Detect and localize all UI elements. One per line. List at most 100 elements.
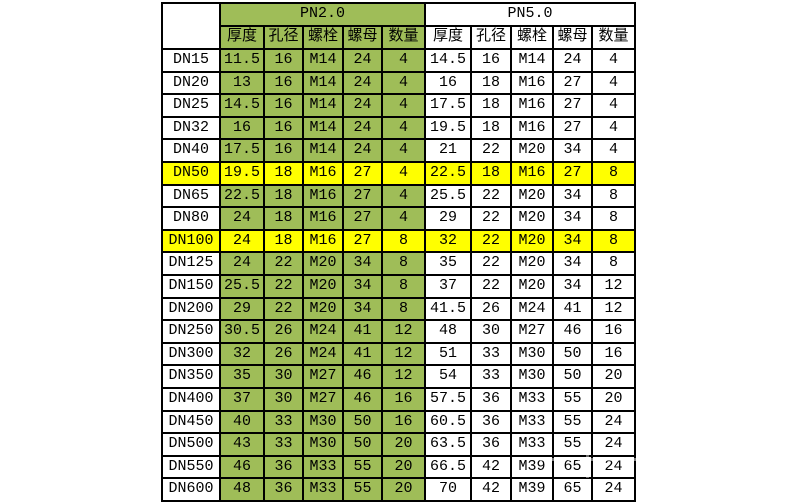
- table-cell: 16: [591, 341, 636, 367]
- table-cell: M14: [302, 115, 344, 141]
- table-cell: 8: [591, 228, 636, 254]
- table-row: DN200 29 22 M20 34 8 41.5 26 M24 41 12: [161, 296, 636, 322]
- col-header-qty-pn5: 数量: [591, 25, 636, 50]
- table-cell: 4: [591, 48, 636, 73]
- table-row: DN350 35 30 M27 46 12 54 33 M30 50 20: [161, 364, 636, 389]
- table-cell: M39: [510, 477, 554, 502]
- table-cell: 24: [342, 70, 383, 96]
- table-cell: 27: [342, 160, 383, 186]
- table-cell: 19.5: [424, 115, 472, 141]
- table-cell: 46: [552, 319, 593, 344]
- table-cell: M16: [510, 70, 554, 96]
- table-cell: M27: [302, 386, 344, 412]
- table-cell: 14.5: [219, 93, 265, 118]
- table-cell: 25.5: [219, 273, 265, 299]
- table-cell: 55: [552, 409, 593, 435]
- table-cell: 20: [591, 386, 636, 412]
- table-cell: 43: [219, 432, 265, 457]
- table-cell: 55: [552, 432, 593, 457]
- table-cell: 27: [342, 228, 383, 254]
- table-cell: 8: [591, 251, 636, 276]
- table-cell: 22: [470, 273, 512, 299]
- table-cell: 36: [470, 432, 512, 457]
- group-header-row: PN2.0 PN5.0: [161, 2, 636, 50]
- table-cell: 18: [263, 183, 304, 209]
- table-cell: 17.5: [219, 138, 265, 163]
- table-cell: 16: [263, 138, 304, 163]
- table-cell: 22.5: [424, 160, 472, 186]
- table-cell: 50: [552, 341, 593, 367]
- table-row: DN450 40 33 M30 50 16 60.5 36 M33 55 24: [161, 409, 636, 435]
- table-cell: M20: [510, 273, 554, 299]
- table-cell: 34: [552, 228, 593, 254]
- table-row: DN550 46 36 M33 55 20 66.5 42 M39 65 24: [161, 454, 636, 480]
- table-cell: 4: [381, 70, 426, 96]
- table-row: DN40 17.5 16 M14 24 4 21 22 M20 34 4: [161, 138, 636, 163]
- table-cell: 46: [219, 454, 265, 480]
- col-header-hole-pn2: 孔径: [263, 25, 304, 50]
- table-cell: 20: [381, 454, 426, 480]
- table-cell: M16: [302, 206, 344, 231]
- table-cell: M16: [302, 160, 344, 186]
- table-row: DN250 30.5 26 M24 41 12 48 30 M27 46 16: [161, 319, 636, 344]
- table-cell: 60.5: [424, 409, 472, 435]
- row-label: DN150: [161, 273, 221, 299]
- table-cell: M27: [510, 319, 554, 344]
- table-cell: M24: [510, 296, 554, 322]
- table-row: DN25 14.5 16 M14 24 4 17.5 18 M16 27 4: [161, 93, 636, 118]
- table-cell: 41: [342, 341, 383, 367]
- table-cell: 16: [263, 93, 304, 118]
- table-cell: 37: [219, 386, 265, 412]
- table-cell: 20: [381, 432, 426, 457]
- table-cell: 54: [424, 364, 472, 389]
- table-cell: 24: [591, 432, 636, 457]
- table-cell: 27: [552, 115, 593, 141]
- table-cell: 25.5: [424, 183, 472, 209]
- table-cell: 42: [470, 477, 512, 502]
- table-cell: M16: [510, 115, 554, 141]
- table-cell: 8: [591, 160, 636, 186]
- table-cell: 4: [381, 115, 426, 141]
- row-label: DN50: [161, 160, 221, 186]
- row-label: DN600: [161, 477, 221, 502]
- table-cell: 17.5: [424, 93, 472, 118]
- table-cell: 22: [263, 273, 304, 299]
- table-row: DN150 25.5 22 M20 34 8 37 22 M20 34 12: [161, 273, 636, 299]
- table-cell: 42: [470, 454, 512, 480]
- row-label: DN125: [161, 251, 221, 276]
- table-cell: 24: [552, 48, 593, 73]
- row-label: DN500: [161, 432, 221, 457]
- table-cell: M14: [302, 48, 344, 73]
- table-cell: M33: [510, 432, 554, 457]
- table-cell: 16: [263, 70, 304, 96]
- table-cell: 4: [381, 93, 426, 118]
- table-cell: 50: [342, 409, 383, 435]
- table-cell: 29: [424, 206, 472, 231]
- row-label: DN200: [161, 296, 221, 322]
- table-cell: 34: [552, 183, 593, 209]
- table-cell: 20: [591, 364, 636, 389]
- table-cell: 18: [470, 115, 512, 141]
- table-cell: 4: [381, 160, 426, 186]
- table-cell: M16: [302, 228, 344, 254]
- col-header-nut-pn5: 螺母: [552, 25, 593, 50]
- table-cell: 22: [470, 183, 512, 209]
- table-cell: 34: [552, 251, 593, 276]
- table-cell: 12: [381, 319, 426, 344]
- table-cell: 4: [381, 183, 426, 209]
- table-cell: 8: [591, 183, 636, 209]
- row-label: DN32: [161, 115, 221, 141]
- table-cell: 30: [263, 386, 304, 412]
- table-cell: 57.5: [424, 386, 472, 412]
- table-cell: 8: [591, 206, 636, 231]
- table-cell: 24: [342, 93, 383, 118]
- table-cell: 50: [552, 364, 593, 389]
- table-cell: M24: [302, 319, 344, 344]
- table-cell: M20: [510, 228, 554, 254]
- table-cell: 66.5: [424, 454, 472, 480]
- table-cell: 30: [263, 364, 304, 389]
- table-cell: 4: [591, 115, 636, 141]
- table-cell: M20: [302, 273, 344, 299]
- table-cell: M14: [510, 48, 554, 73]
- row-label: DN40: [161, 138, 221, 163]
